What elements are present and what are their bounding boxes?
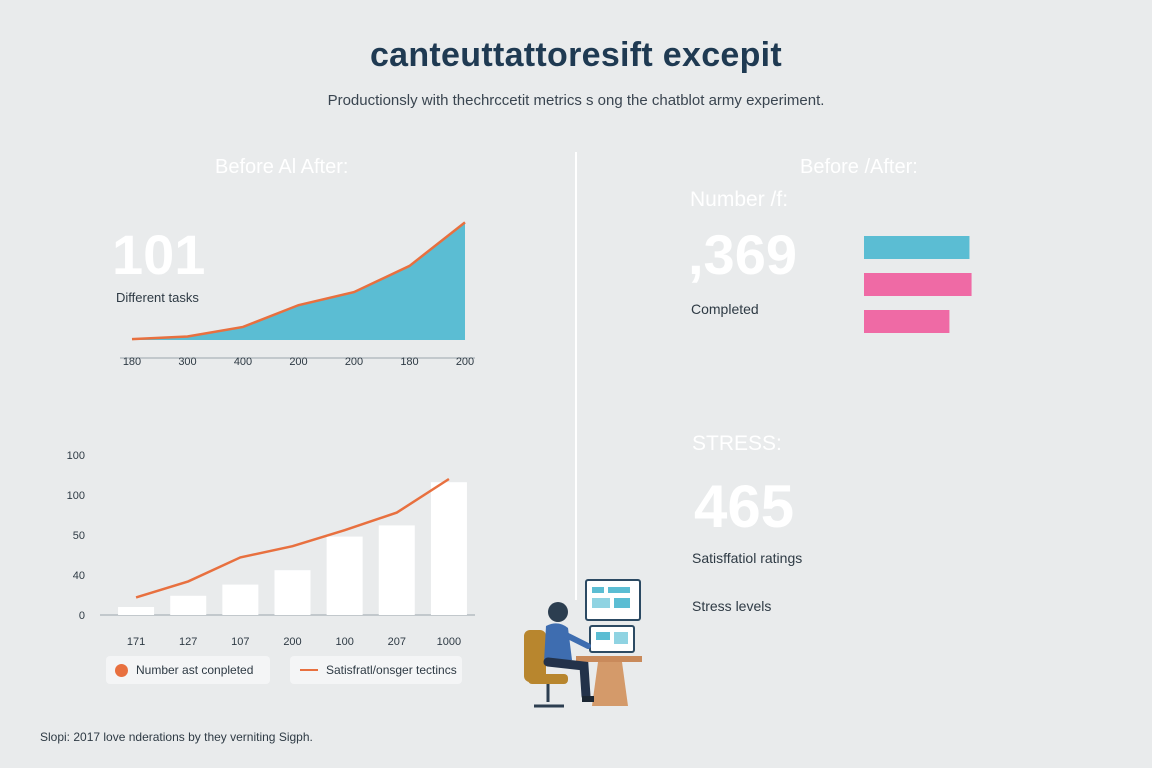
monitor-widget-icon [592,587,604,593]
combo-y-tick-label: 100 [67,450,85,462]
number-of-label: Number /f: [690,188,789,211]
chair-seat-icon [528,674,568,684]
legend-satisfaction: Satisfratl/onsger tectincs [290,656,462,684]
right-panel-heading: Before /After: [800,156,918,178]
desk-top-icon [576,656,642,662]
person-legs-icon [543,657,591,701]
stress-value: 465 [694,473,795,540]
page-title: canteuttattoresift excepit [369,36,783,74]
different-tasks-label: Different tasks [116,290,199,305]
person-head-icon [548,602,568,622]
combo-y-tick-label: 0 [79,610,85,622]
combo-x-tick-label: 127 [179,636,197,648]
area-x-tick-label: 400 [234,356,252,368]
combo-bar [326,536,363,615]
laptop-widget-icon [614,632,628,644]
hbar-teal [864,236,970,259]
area-x-tick-label: 200 [289,356,307,368]
combo-x-tick-label: 200 [283,636,301,648]
area-x-tick-label: 180 [123,356,141,368]
combo-x-tick-label: 107 [231,636,249,648]
monitor-widget-icon [614,598,630,608]
laptop-widget-icon [596,632,610,640]
combo-x-tick-label: 100 [335,636,353,648]
tasks-area-chart: 180 300 400 200 200 180 200 [120,221,475,368]
combo-y-tick-label: 100 [67,490,85,502]
legend-dot-icon [115,663,128,677]
center-divider [575,152,577,600]
combo-bar [170,595,207,615]
legend-satisfaction-label: Satisfratl/onsger tectincs [326,663,457,677]
legend-completed: Number ast conpleted [106,656,270,684]
person-shoe-icon [582,696,594,702]
chair-back-icon [524,630,546,682]
combo-satisfaction-line [135,477,450,599]
completed-label: Completed [691,301,759,317]
area-fill [132,222,465,340]
completed-satisfaction-chart: 0 40 50 100 100 171 127 107 200 100 207 1000 [67,450,475,648]
area-x-tick-label: 200 [456,356,474,368]
person-arm-icon [561,631,591,649]
different-tasks-value: 101 [112,223,206,286]
person-at-desk-illustration [524,579,642,708]
combo-y-tick-label: 50 [73,530,85,542]
monitor-widget-icon [608,587,630,593]
satisfaction-ratings-label: Satisffatiol ratings [692,550,803,566]
area-x-tick-label: 200 [345,356,363,368]
legend-line-icon [300,669,318,671]
area-x-tick-label: 300 [178,356,196,368]
stress-levels-label: Stress levels [692,598,772,614]
area-line [131,221,466,341]
desk-leg-icon [592,662,628,706]
completed-value: ,369 [688,223,797,286]
source-footnote: Slopi: 2017 love nderations by they vern… [40,730,313,744]
combo-bar [274,570,311,615]
combo-bar [378,525,415,615]
combo-x-tick-label: 1000 [437,636,461,648]
left-panel-heading: Before Al After: [215,156,349,178]
combo-y-tick-label: 40 [73,570,85,582]
area-x-tick-label: 180 [400,356,418,368]
person-torso-icon [544,623,572,662]
legend-completed-label: Number ast conpleted [136,663,254,677]
combo-bar [118,607,155,615]
hbar-pink-short [864,310,950,333]
monitor-widget-icon [592,598,610,608]
combo-x-tick-label: 207 [388,636,406,648]
page-subtitle: Productionsly with thechrccetit metrics … [327,92,825,109]
combo-x-tick-label: 171 [127,636,145,648]
stress-heading: STRESS: [692,432,782,455]
combo-bar [222,584,259,615]
before-after-bar-chart [864,236,972,333]
hbar-pink [864,273,972,296]
combo-bar [430,482,467,615]
